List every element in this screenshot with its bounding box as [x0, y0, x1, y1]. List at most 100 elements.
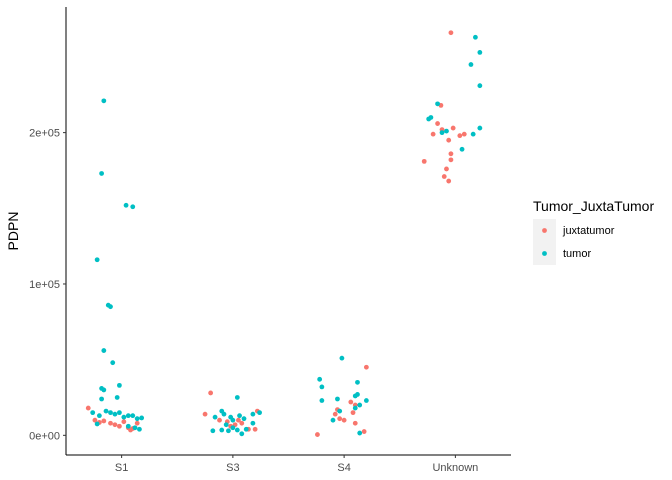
- data-point-tumor: [330, 417, 336, 423]
- data-point-tumor: [123, 202, 129, 208]
- data-point-tumor: [363, 398, 369, 403]
- data-point-tumor: [210, 428, 216, 434]
- data-point-juxtatumor: [448, 151, 454, 157]
- data-point-juxtatumor: [134, 420, 140, 426]
- data-point-juxtatumor: [363, 364, 369, 370]
- data-point-tumor: [317, 376, 323, 382]
- data-point-tumor: [134, 416, 140, 422]
- legend-label-tumor: tumor: [563, 248, 591, 260]
- x-tick-label: Unknown: [432, 462, 478, 474]
- data-point-juxtatumor: [239, 420, 245, 426]
- data-point-tumor: [230, 417, 236, 423]
- data-point-tumor: [355, 379, 360, 385]
- data-point-juxtatumor: [208, 390, 214, 396]
- data-point-juxtatumor: [101, 418, 107, 424]
- data-point-tumor: [101, 98, 107, 104]
- legend: Tumor_JuxtaTumor juxtatumor tumor: [533, 198, 654, 265]
- data-point-tumor: [477, 50, 483, 55]
- data-point-tumor: [108, 304, 113, 310]
- data-point-tumor: [319, 384, 325, 390]
- data-point-tumor: [117, 382, 122, 388]
- data-point-tumor: [94, 421, 100, 427]
- data-point-tumor: [137, 426, 142, 432]
- data-point-tumor: [101, 348, 107, 353]
- data-point-tumor: [444, 128, 449, 134]
- data-point-tumor: [114, 395, 120, 400]
- data-point-tumor: [125, 413, 131, 419]
- y-tick-label: 0e+00: [29, 430, 60, 442]
- data-point-tumor: [125, 423, 131, 429]
- data-point-tumor: [477, 125, 483, 131]
- data-point-tumor: [99, 396, 104, 402]
- data-point-juxtatumor: [112, 422, 118, 428]
- data-point-tumor: [94, 257, 100, 263]
- legend-dot-tumor: [542, 251, 547, 256]
- data-point-juxtatumor: [108, 420, 113, 426]
- data-point-tumor: [96, 413, 102, 419]
- data-point-tumor: [112, 411, 118, 417]
- data-point-juxtatumor: [457, 133, 463, 139]
- data-point-tumor: [117, 410, 122, 416]
- data-point-juxtatumor: [361, 429, 367, 434]
- data-point-tumor: [439, 130, 445, 136]
- data-point-tumor: [357, 430, 363, 436]
- data-point-juxtatumor: [202, 411, 208, 417]
- legend-title: Tumor_JuxtaTumor: [533, 198, 654, 214]
- data-point-tumor: [108, 410, 113, 416]
- data-point-tumor: [459, 146, 465, 152]
- data-point-juxtatumor: [92, 417, 98, 423]
- data-point-tumor: [130, 413, 136, 419]
- data-point-tumor: [352, 405, 358, 411]
- data-point-tumor: [234, 395, 240, 400]
- data-point-tumor: [223, 422, 229, 428]
- data-point-juxtatumor: [337, 416, 343, 422]
- data-point-juxtatumor: [217, 417, 222, 423]
- data-point-juxtatumor: [430, 131, 436, 137]
- data-point-juxtatumor: [85, 405, 91, 411]
- data-point-juxtatumor: [450, 125, 456, 131]
- data-point-tumor: [130, 204, 136, 210]
- data-point-tumor: [357, 402, 363, 408]
- data-point-tumor: [230, 425, 236, 431]
- data-point-tumor: [250, 411, 256, 417]
- data-point-tumor: [221, 411, 227, 417]
- data-point-juxtatumor: [315, 432, 320, 437]
- data-points: [85, 30, 483, 437]
- data-point-juxtatumor: [461, 131, 467, 137]
- x-tick-label: S3: [226, 462, 239, 474]
- data-point-tumor: [234, 427, 240, 433]
- data-point-tumor: [99, 386, 104, 391]
- data-point-tumor: [257, 410, 262, 416]
- data-point-tumor: [132, 425, 138, 431]
- data-point-juxtatumor: [252, 426, 258, 432]
- data-point-juxtatumor: [441, 174, 447, 179]
- data-point-tumor: [477, 83, 483, 89]
- data-point-juxtatumor: [421, 158, 427, 164]
- x-tick-label: S4: [337, 462, 350, 474]
- data-point-tumor: [335, 396, 340, 402]
- data-point-tumor: [241, 416, 247, 422]
- data-point-juxtatumor: [350, 410, 356, 416]
- y-axis-title: PDPN: [5, 212, 21, 251]
- data-point-tumor: [426, 116, 432, 122]
- data-point-juxtatumor: [446, 137, 452, 143]
- data-point-tumor: [237, 413, 242, 419]
- data-point-tumor: [250, 420, 256, 426]
- legend-label-juxtatumor: juxtatumor: [562, 225, 615, 237]
- data-point-tumor: [435, 101, 440, 107]
- data-point-tumor: [470, 131, 476, 137]
- data-point-tumor: [226, 428, 231, 434]
- data-point-juxtatumor: [236, 417, 241, 423]
- data-point-juxtatumor: [121, 419, 127, 425]
- data-point-tumor: [239, 431, 245, 437]
- data-point-tumor: [90, 410, 96, 416]
- data-point-juxtatumor: [117, 423, 122, 429]
- data-point-tumor: [110, 360, 116, 366]
- data-point-tumor: [99, 171, 104, 176]
- data-point-juxtatumor: [128, 427, 133, 433]
- y-axis-ticks: 0e+00 1e+05 2e+05: [29, 128, 66, 442]
- data-point-juxtatumor: [341, 417, 347, 423]
- data-point-tumor: [473, 34, 478, 40]
- data-point-tumor: [219, 427, 225, 433]
